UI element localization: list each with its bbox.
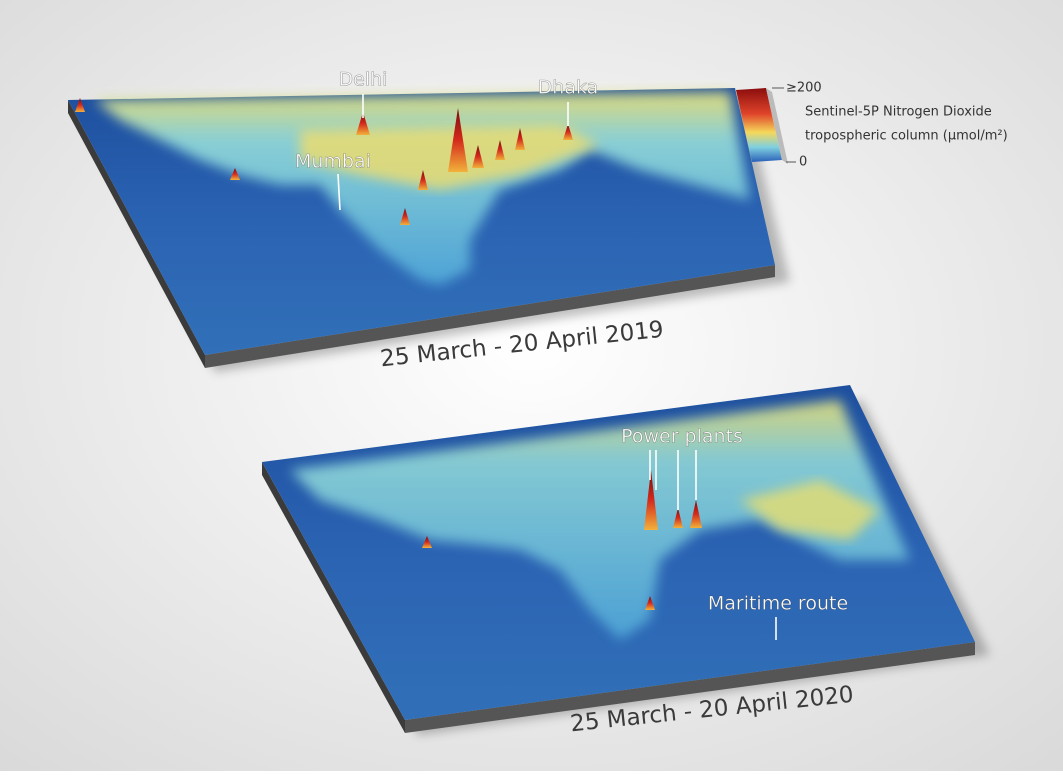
peak	[472, 145, 484, 168]
city-label: Mumbai	[295, 151, 371, 173]
peaks	[422, 470, 702, 610]
slab-side	[68, 100, 205, 368]
peak	[422, 536, 432, 548]
peak	[690, 500, 702, 528]
peak	[563, 124, 573, 140]
city-label: Delhi	[339, 69, 388, 91]
legend-title: Sentinel-5P Nitrogen Dioxide	[805, 105, 992, 120]
map-2020: Power plants Maritime route 25 March - 2…	[262, 385, 990, 737]
slab-side	[405, 642, 975, 733]
city-label: Dhaka	[538, 77, 599, 99]
peak	[230, 168, 240, 180]
slab-side	[205, 265, 775, 368]
legend: ≥200 0 Sentinel-5P Nitrogen Dioxide trop…	[736, 81, 1008, 170]
legend-title: tropospheric column (µmol/m²)	[805, 129, 1008, 144]
peak	[448, 108, 468, 172]
peak	[400, 208, 410, 225]
peak	[495, 140, 505, 160]
site-label: Maritime route	[708, 593, 848, 615]
land	[290, 400, 910, 640]
pollution-band	[300, 125, 600, 190]
pollution-band	[740, 480, 880, 540]
legend-min: 0	[799, 155, 807, 170]
peaks	[75, 98, 573, 225]
peak	[645, 596, 655, 610]
color-scale-side	[766, 88, 788, 164]
map-2019: Delhi Dhaka Mumbai 25 March - 20 April 2…	[68, 68, 790, 372]
peak	[644, 470, 658, 530]
peak	[418, 170, 428, 190]
color-scale	[736, 88, 782, 162]
peak	[356, 112, 370, 135]
legend-max: ≥200	[786, 81, 822, 96]
peak	[673, 508, 683, 528]
peak	[515, 128, 525, 150]
slab-side	[262, 462, 405, 733]
peak	[75, 98, 85, 112]
pin	[337, 173, 341, 211]
site-label: Power plants	[621, 426, 743, 448]
